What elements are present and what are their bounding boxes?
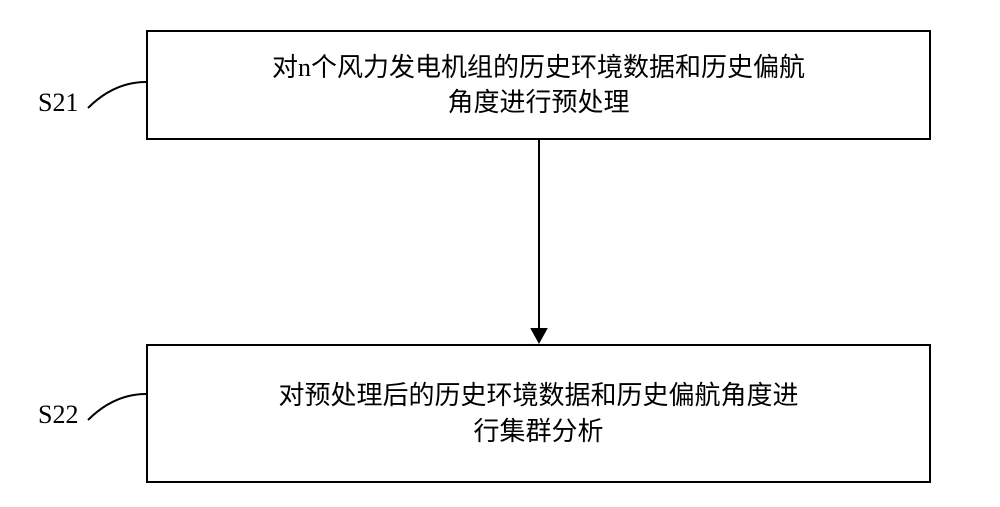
node-text-line: 对预处理后的历史环境数据和历史偏航角度进 — [278, 381, 798, 410]
flowchart-node-s22: 对预处理后的历史环境数据和历史偏航角度进 行集群分析 — [146, 344, 931, 483]
node-text-s22: 对预处理后的历史环境数据和历史偏航角度进 行集群分析 — [278, 378, 798, 448]
node-text-line: 行集群分析 — [473, 417, 603, 446]
label-connector-path-s22 — [88, 394, 146, 420]
flowchart-canvas: S21 对n个风力发电机组的历史环境数据和历史偏航 角度进行预处理 S22 对预… — [0, 0, 1000, 507]
